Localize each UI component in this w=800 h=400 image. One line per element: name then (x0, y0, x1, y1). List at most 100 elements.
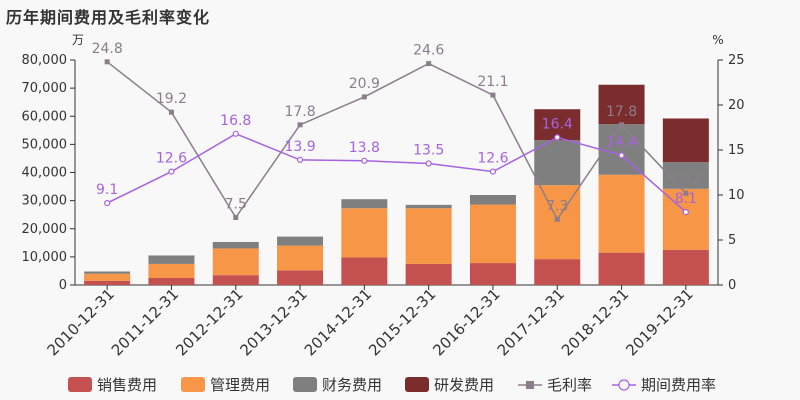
x-tick-label: 2019-12-31 (622, 285, 696, 359)
bar-segment (148, 277, 195, 285)
line-point (490, 92, 496, 98)
line-point (361, 94, 367, 100)
data-label: 10.2 (670, 172, 701, 188)
y-right-tick-label: 20 (728, 98, 745, 113)
y-right-tick-label: 10 (728, 188, 745, 203)
line-point (232, 130, 239, 137)
legend-marker (526, 381, 534, 389)
x-tick-label: 2013-12-31 (236, 285, 310, 359)
y-left-tick-label: 80,000 (22, 53, 68, 68)
data-label: 13.9 (284, 139, 315, 155)
legend-swatch (293, 377, 317, 392)
legend-label: 管理费用 (210, 376, 270, 394)
bar-segment (598, 252, 645, 285)
line-point (361, 157, 368, 164)
legend-swatch (405, 377, 429, 392)
data-label: 24.6 (413, 43, 444, 59)
bar-segment (598, 174, 645, 253)
legend-label: 销售费用 (97, 376, 157, 394)
bar-segment (148, 255, 195, 264)
data-label: 17.8 (606, 104, 637, 120)
bar-segment (212, 248, 259, 276)
data-label: 13.5 (413, 143, 444, 159)
bar-segment (405, 208, 452, 264)
bar-segment (277, 270, 324, 285)
y-left-tick-label: 20,000 (22, 222, 68, 237)
bar-segment (469, 263, 516, 285)
data-label: 19.2 (156, 91, 187, 107)
bar-segment (534, 259, 581, 285)
legend-swatch (68, 377, 92, 392)
legend-label: 研发费用 (434, 376, 494, 394)
x-tick-label: 2010-12-31 (44, 285, 118, 359)
y-right-tick-label: 15 (728, 143, 745, 158)
data-label: 24.8 (92, 41, 123, 57)
line-point (168, 168, 175, 175)
bar-segment (212, 275, 259, 285)
y-left-unit: 万 (72, 33, 84, 47)
line-point (425, 160, 432, 167)
data-label: 8.1 (675, 191, 697, 207)
line-point (554, 134, 561, 141)
bar-segment (341, 257, 388, 285)
y-left-tick-label: 30,000 (22, 194, 68, 209)
bar-segment (598, 84, 645, 125)
y-right-tick-label: 25 (728, 53, 745, 68)
bar-segment (662, 162, 709, 189)
data-label: 13.8 (349, 140, 380, 156)
data-label: 9.1 (96, 182, 118, 198)
bar-segment (341, 208, 388, 258)
bar-segment (469, 195, 516, 205)
series-line (106, 132, 687, 213)
y-left-tick-label: 50,000 (22, 137, 68, 152)
legend-marker (618, 379, 630, 391)
legend-label: 毛利率 (547, 376, 592, 394)
y-left-tick-label: 40,000 (22, 166, 68, 181)
bar-segment (212, 241, 259, 249)
line-point (233, 215, 239, 220)
line-point (426, 61, 432, 67)
data-label: 20.9 (349, 76, 380, 92)
bar-segment (662, 118, 709, 163)
y-right-tick-label: 5 (728, 233, 736, 248)
legend-label: 财务费用 (322, 376, 382, 394)
data-label: 7.5 (225, 197, 247, 213)
x-tick-label: 2015-12-31 (365, 285, 439, 359)
line-point (104, 59, 110, 65)
bar-segment (84, 280, 131, 285)
line-point (297, 122, 303, 128)
line-point (683, 190, 689, 196)
bar-segment (469, 204, 516, 264)
data-label: 21.1 (477, 74, 508, 90)
line-point (682, 209, 689, 216)
x-tick-label: 2018-12-31 (558, 285, 632, 359)
bar-segment (405, 204, 452, 209)
line-point (296, 156, 304, 163)
data-label: 12.6 (156, 151, 187, 167)
bar-segment (277, 245, 324, 271)
x-tick-label: 2017-12-31 (494, 285, 568, 359)
x-tick-label: 2012-12-31 (172, 285, 246, 359)
data-label: 16.8 (220, 113, 251, 129)
data-label: 17.8 (284, 104, 315, 120)
bar-segment (277, 236, 324, 246)
chart-title: 历年期间费用及毛利率变化 (6, 8, 211, 27)
bar-segment (405, 263, 452, 285)
bar-segment (84, 271, 131, 274)
line-point (618, 152, 625, 159)
data-label: 16.4 (542, 116, 573, 132)
legend-swatch (181, 377, 205, 392)
x-tick-label: 2011-12-31 (108, 285, 182, 359)
y-left-tick-label: 0 (59, 278, 67, 293)
x-tick-label: 2016-12-31 (429, 285, 503, 359)
legend-label: 期间费用率 (641, 376, 716, 394)
x-tick-label: 2014-12-31 (301, 285, 375, 359)
bar-segment (598, 124, 645, 175)
data-label: 7.3 (546, 198, 568, 214)
bar-segment (341, 199, 388, 209)
y-left-tick-label: 70,000 (22, 81, 68, 96)
series-line (106, 61, 687, 221)
bar-segment (662, 249, 709, 285)
